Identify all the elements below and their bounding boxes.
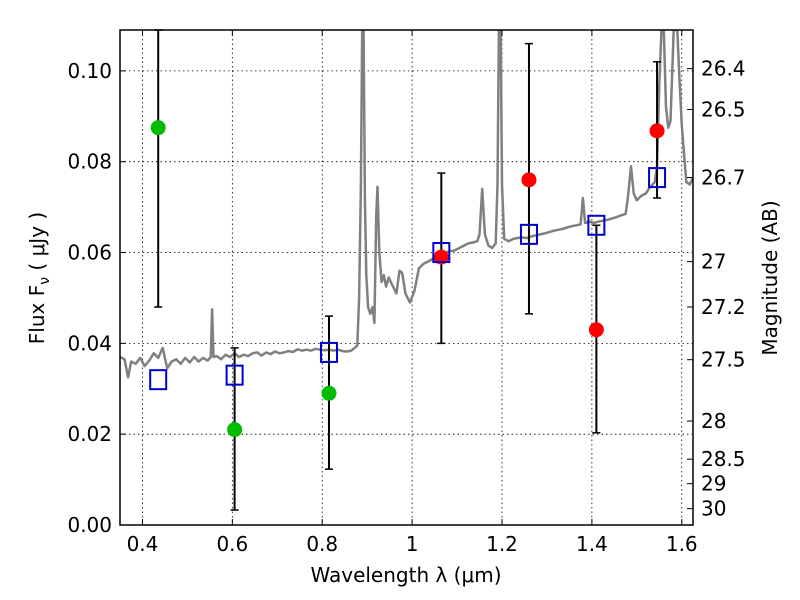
y2-tick-label: 28.5 [701, 447, 746, 471]
model-point [587, 214, 606, 236]
data-point [321, 385, 337, 401]
y2-tick-label: 30 [701, 497, 726, 521]
y-tick-label: 0.00 [67, 513, 112, 537]
model-point [648, 167, 667, 189]
x-tick-label: 0.8 [306, 532, 338, 556]
data-point [227, 422, 243, 438]
data-point [150, 120, 166, 136]
axes: 0.4 0.6 0.8 1 1.2 1.4 1.6 0.00 0.02 0.04 0.06 0.08 0… [67, 30, 746, 556]
y-axis-label-group: Flux Fν ( μJy ) [25, 212, 53, 344]
data-point [521, 172, 537, 188]
y-axis-label-unit: ( μJy ) [25, 212, 49, 271]
y-tick-label: 0.06 [67, 241, 112, 265]
model-point [519, 223, 538, 245]
x-tick-label: 1.2 [486, 532, 518, 556]
y2-tick-label: 29 [701, 472, 726, 496]
model-point [149, 369, 168, 391]
model-point [225, 364, 244, 386]
model-point [432, 242, 451, 264]
x-tick-label: 1.4 [576, 532, 608, 556]
model-spectrum-line [120, 30, 693, 379]
y2-tick-label: 26.4 [701, 57, 746, 81]
plot-area [120, 30, 693, 379]
y-tick-label: 0.04 [67, 331, 112, 355]
y2-tick-label: 27.2 [701, 295, 746, 319]
y2-tick-label: 27 [701, 250, 726, 274]
data-point [433, 249, 449, 265]
y2-tick-label: 26.7 [701, 166, 746, 190]
markers [149, 29, 667, 511]
x-tick-label: 1 [406, 532, 419, 556]
x-tick-label: 0.6 [216, 532, 248, 556]
y-tick-label: 0.10 [67, 59, 112, 83]
x-axis-label: Wavelength λ (μm) [310, 563, 501, 587]
y-axis-label-main: Flux F [25, 285, 49, 344]
x-tick-label: 1.6 [666, 532, 698, 556]
data-point [649, 123, 665, 139]
x-tick-label: 0.4 [127, 532, 159, 556]
model-point [319, 341, 338, 363]
y-tick-label: 0.02 [67, 422, 112, 446]
y2-tick-label: 27.5 [701, 348, 746, 372]
y2-tick-label: 28 [701, 409, 726, 433]
data-point [588, 322, 604, 338]
y2-tick-label: 26.5 [701, 97, 746, 121]
y-axis-label: Flux Fν ( μJy ) [25, 212, 53, 344]
grid [120, 30, 693, 526]
plot-frame [119, 29, 694, 526]
y2-axis-label: Magnitude (AB) [758, 200, 782, 355]
y-axis-label-subscript: ν [37, 277, 53, 285]
y-tick-label: 0.08 [67, 150, 112, 174]
